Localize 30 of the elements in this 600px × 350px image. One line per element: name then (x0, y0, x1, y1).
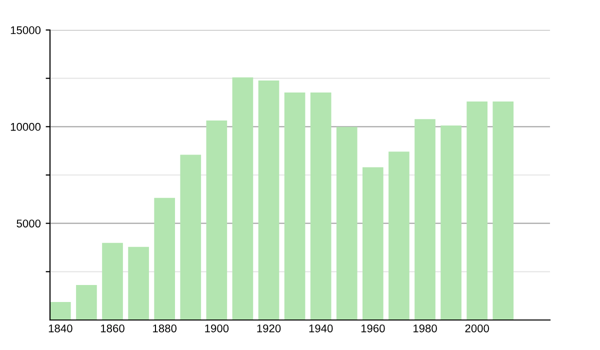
bar (50, 302, 71, 320)
bar (258, 80, 280, 320)
y-tick-label: 15000 (10, 26, 41, 34)
x-tick-label: 1920 (257, 324, 281, 332)
x-tick-label: 1860 (100, 324, 124, 332)
bar (284, 92, 306, 320)
bar (492, 102, 514, 320)
bar (232, 77, 254, 320)
bar (414, 119, 436, 320)
bar (310, 92, 332, 320)
bar (128, 246, 149, 320)
bar (440, 126, 462, 320)
bar (154, 198, 175, 320)
x-tick-label: 1880 (153, 324, 177, 332)
bar (180, 154, 202, 320)
x-tick-label: 2000 (465, 324, 490, 332)
x-tick-label: 1840 (48, 324, 72, 332)
bar (76, 285, 97, 320)
x-tick-label: 1980 (413, 324, 437, 332)
bar (336, 126, 358, 320)
y-tick-label: 10000 (10, 122, 41, 131)
x-tick-label: 1940 (309, 324, 333, 332)
bar (388, 152, 410, 320)
y-tick-label: 5000 (16, 220, 41, 228)
bar (206, 120, 228, 320)
x-tick-label: 1960 (361, 324, 385, 332)
bar (102, 242, 123, 320)
bar (362, 167, 384, 320)
x-tick-label: 1900 (205, 324, 229, 332)
bar (466, 102, 488, 320)
